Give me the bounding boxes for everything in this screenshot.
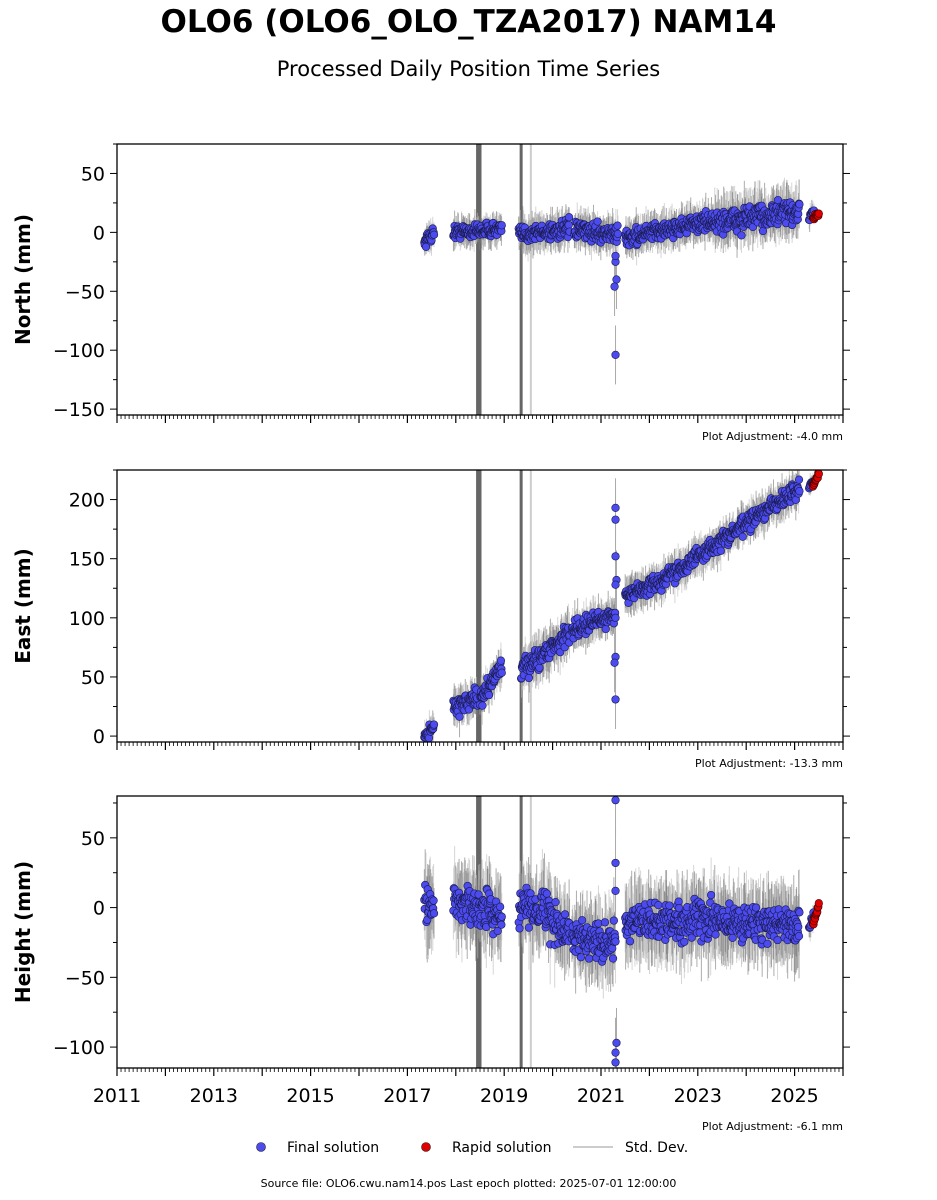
north-final-point (429, 230, 439, 239)
east-final-point (611, 515, 620, 524)
north-stddev-band (519, 144, 523, 415)
north-final-point (611, 251, 620, 261)
east-y-tick-label: 100 (69, 608, 105, 630)
height-final-point (429, 896, 438, 905)
height-final-point (625, 937, 635, 946)
north-final-point (737, 231, 746, 240)
height-final-point (497, 912, 506, 921)
north-final-point (613, 221, 622, 230)
east-final-points (420, 475, 819, 742)
north-final-point (564, 220, 573, 230)
height-final-point (560, 910, 570, 919)
east-final-point (738, 532, 747, 541)
north-y-tick-label: −100 (53, 340, 105, 362)
east-y-tick-label: 0 (93, 726, 105, 748)
north-y-tick-label: −50 (65, 281, 105, 303)
height-final-point (515, 924, 524, 933)
north-final-point (565, 213, 574, 222)
height-plot-area (420, 796, 823, 1068)
height-final-point (474, 890, 483, 899)
east-stddev-band (476, 470, 480, 742)
height-final-point (497, 920, 506, 929)
height-final-point (429, 909, 439, 918)
north-panel: 50 0 −50 −100 −150 North (mm) Plot Adjustment:… (11, 143, 850, 443)
north-stddev-band (478, 144, 482, 415)
height-final-point (609, 916, 618, 925)
north-y-tick-label: 50 (81, 163, 105, 185)
north-final-point (611, 350, 620, 360)
east-final-point (611, 613, 620, 622)
north-final-point (613, 229, 623, 238)
east-final-point (611, 695, 620, 704)
east-y-axis-label: East (mm) (11, 548, 35, 664)
height-final-point (542, 889, 552, 898)
east-stddev-band (519, 470, 523, 742)
east-final-point (611, 503, 620, 512)
north-stddev-band (476, 144, 480, 415)
east-final-point (611, 552, 620, 561)
north-y-tick-label: 0 (93, 222, 105, 244)
height-final-point (551, 898, 560, 907)
east-final-point (601, 624, 610, 634)
north-rapid-point (814, 209, 823, 218)
east-final-point (497, 668, 506, 677)
east-stddev-band (478, 470, 482, 742)
height-final-points (420, 796, 819, 1067)
north-plot-adjustment: Plot Adjustment: -4.0 mm (702, 430, 843, 443)
east-panel: 200 150 100 50 0 East (mm) Plot Adjustment: -1… (11, 469, 850, 770)
north-final-point (421, 242, 431, 252)
east-final-point (611, 580, 620, 589)
height-final-point (493, 926, 502, 936)
east-final-point (794, 475, 804, 484)
east-final-point (429, 720, 439, 729)
east-final-point (524, 673, 533, 683)
east-y-tick-label: 200 (69, 490, 105, 512)
north-y-tick-label: −150 (53, 399, 105, 421)
height-final-point (600, 918, 610, 927)
height-final-point (576, 953, 586, 962)
height-final-point (584, 954, 594, 963)
page-title: OLO6 (OLO6_OLO_TZA2017) NAM14 (160, 4, 777, 40)
east-final-point (535, 663, 544, 672)
north-final-point (610, 282, 619, 291)
north-final-point (795, 200, 804, 209)
height-final-point (524, 923, 534, 932)
north-final-points (420, 195, 819, 360)
east-final-point (610, 658, 619, 667)
east-final-point (795, 487, 804, 496)
east-plot-adjustment: Plot Adjustment: -13.3 mm (695, 757, 843, 770)
height-final-point (496, 902, 505, 911)
north-final-point (612, 275, 621, 284)
east-plot-area (420, 470, 823, 742)
east-rapid-point (814, 470, 823, 479)
north-plot-area (420, 144, 823, 415)
height-final-point (608, 954, 618, 963)
east-final-point (716, 546, 725, 555)
east-final-point (455, 712, 464, 721)
north-final-point (497, 221, 506, 230)
east-rapid-points (808, 470, 823, 491)
east-y-tick-label: 50 (81, 667, 105, 689)
north-y-axis-label: North (mm) (11, 214, 35, 345)
height-final-point (578, 916, 587, 925)
height-final-point (611, 937, 620, 946)
east-final-point (484, 690, 494, 700)
north-final-point (773, 195, 783, 205)
east-final-point (496, 656, 506, 665)
north-rapid-points (808, 209, 823, 224)
east-y-tick-label: 150 (69, 549, 105, 571)
east-final-point (478, 701, 487, 710)
north-final-point (593, 217, 602, 226)
page-subtitle: Processed Daily Position Time Series (276, 57, 661, 81)
